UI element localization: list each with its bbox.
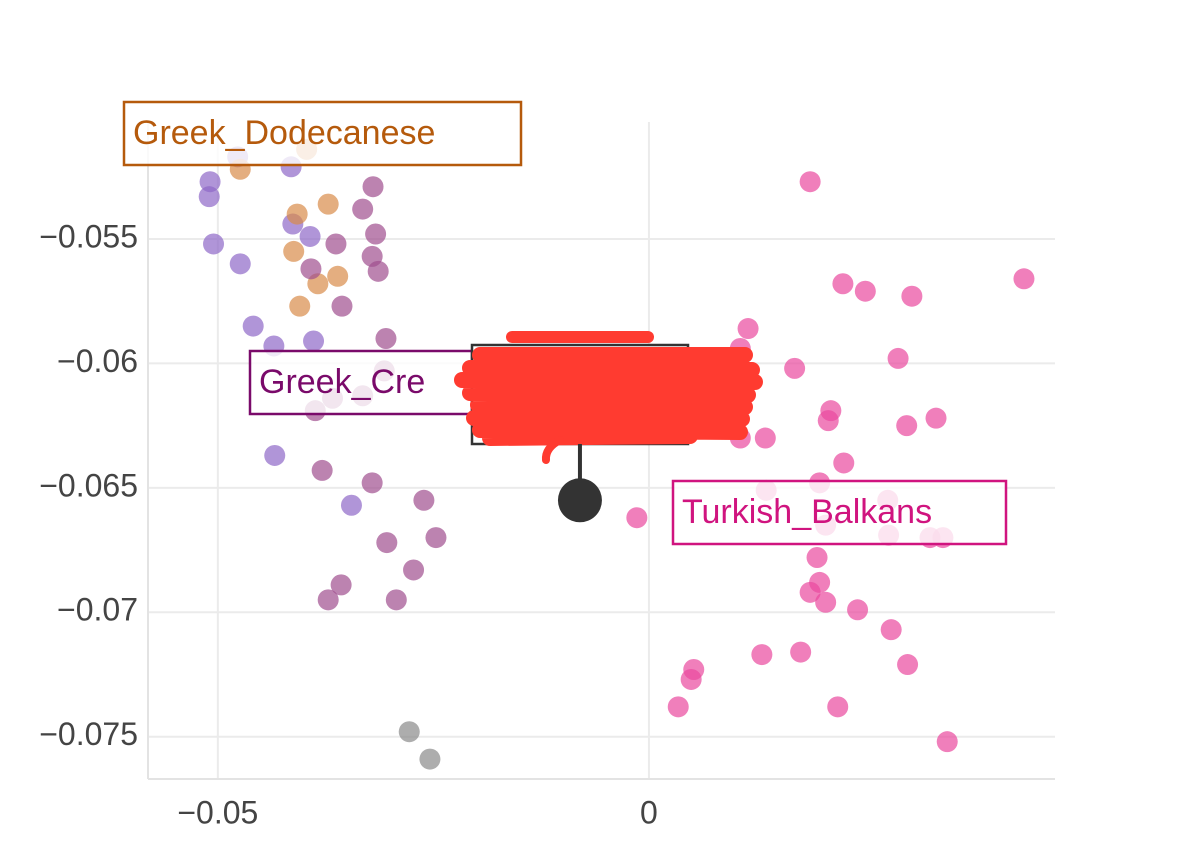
point bbox=[806, 547, 828, 569]
point bbox=[897, 654, 919, 676]
point bbox=[376, 532, 398, 554]
y-tick-label: −0.07 bbox=[57, 592, 138, 628]
point bbox=[790, 641, 812, 663]
point bbox=[198, 186, 220, 208]
point bbox=[626, 507, 648, 529]
point bbox=[330, 574, 352, 596]
point bbox=[385, 589, 407, 611]
point bbox=[361, 472, 383, 494]
y-tick-label: −0.065 bbox=[39, 467, 138, 503]
point bbox=[680, 668, 702, 690]
point bbox=[667, 696, 689, 718]
point bbox=[419, 748, 441, 770]
point bbox=[289, 295, 311, 317]
point bbox=[242, 315, 264, 337]
point bbox=[317, 193, 339, 215]
point bbox=[203, 233, 225, 255]
point bbox=[300, 258, 322, 280]
point bbox=[352, 198, 374, 220]
point bbox=[737, 318, 759, 340]
redaction bbox=[454, 331, 763, 464]
point bbox=[751, 644, 773, 666]
point bbox=[901, 285, 923, 307]
point bbox=[375, 328, 397, 350]
point bbox=[815, 591, 837, 613]
point bbox=[398, 721, 420, 743]
point bbox=[365, 223, 387, 245]
point bbox=[1013, 268, 1035, 290]
hover-point bbox=[557, 478, 602, 523]
point bbox=[229, 253, 251, 275]
point bbox=[799, 581, 821, 603]
x-tick-label: 0 bbox=[640, 794, 658, 830]
point bbox=[880, 619, 902, 641]
points bbox=[198, 138, 1035, 770]
point bbox=[362, 176, 384, 198]
point bbox=[331, 295, 353, 317]
point bbox=[425, 527, 447, 549]
point bbox=[896, 415, 918, 437]
point bbox=[847, 599, 869, 621]
point bbox=[827, 696, 849, 718]
point bbox=[936, 731, 958, 753]
point bbox=[340, 494, 362, 516]
point bbox=[283, 240, 305, 262]
point bbox=[303, 330, 325, 352]
point bbox=[854, 280, 876, 302]
annotation: Greek_Cre bbox=[259, 363, 425, 401]
annotation: Greek_Dodecanese bbox=[133, 114, 435, 152]
point bbox=[311, 459, 333, 481]
point bbox=[327, 265, 349, 287]
point bbox=[784, 357, 806, 379]
point bbox=[286, 203, 308, 225]
point bbox=[887, 347, 909, 369]
point bbox=[199, 171, 221, 193]
x-tick-label: −0.05 bbox=[177, 794, 258, 830]
point bbox=[817, 410, 839, 432]
point bbox=[403, 559, 425, 581]
point bbox=[754, 427, 776, 449]
point bbox=[264, 444, 286, 466]
point bbox=[317, 589, 339, 611]
y-tick-label: −0.06 bbox=[57, 343, 138, 379]
point bbox=[832, 273, 854, 295]
y-tick-label: −0.075 bbox=[39, 716, 138, 752]
annotation-box bbox=[122, 100, 523, 167]
overlay: Greek_Dodecanese Greek_Cre Turkish_Balka… bbox=[122, 100, 1008, 546]
annotation: Turkish_Balkans bbox=[682, 493, 932, 531]
grid: −0.055 −0.06 −0.065 −0.07 −0.075 −0.05 0 bbox=[39, 122, 1055, 830]
annotation-box bbox=[671, 479, 1008, 546]
point bbox=[325, 233, 347, 255]
point bbox=[413, 489, 435, 511]
point bbox=[799, 171, 821, 193]
point bbox=[925, 407, 947, 429]
point bbox=[833, 452, 855, 474]
point bbox=[367, 260, 389, 282]
point bbox=[299, 225, 321, 247]
y-tick-label: −0.055 bbox=[39, 218, 138, 254]
